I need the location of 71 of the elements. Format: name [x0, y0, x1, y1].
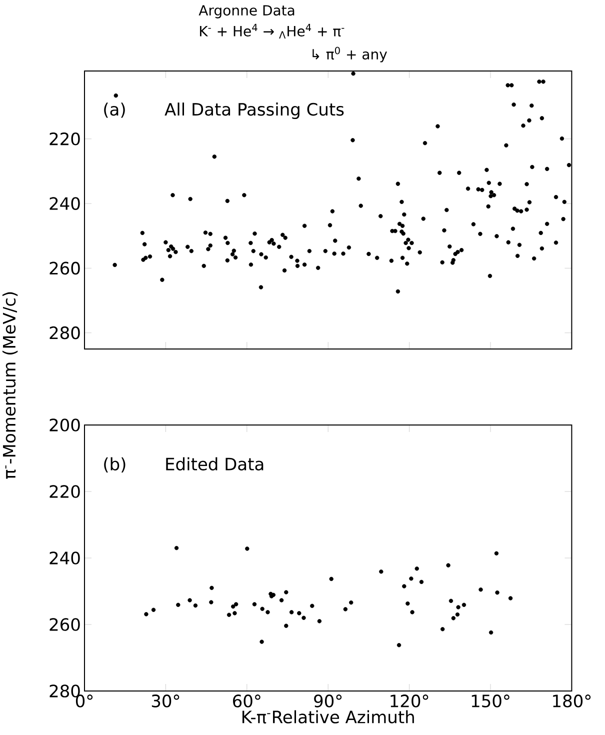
point: [234, 602, 238, 606]
point: [478, 587, 483, 592]
point: [446, 563, 450, 568]
point: [289, 610, 294, 614]
point: [414, 566, 419, 571]
point: [508, 596, 513, 600]
y-tick-label: 280: [50, 326, 80, 340]
annotation: (a): [104, 102, 125, 118]
x-axis-title: K-π$^{-}$Relative Azimuth: [242, 710, 414, 724]
y-tick-label: 240: [50, 197, 80, 210]
point: [310, 604, 314, 608]
x-tick-label: 180°: [553, 694, 591, 708]
point: [176, 602, 180, 607]
point: [297, 611, 302, 616]
y-tick-label: 200: [50, 418, 80, 432]
point: [284, 624, 288, 628]
point: [419, 580, 424, 584]
point: [451, 616, 456, 620]
y-tick-label: 240: [50, 552, 80, 564]
point: [448, 598, 454, 603]
point: [266, 610, 270, 614]
x-tick-label: 120°: [390, 694, 428, 708]
y-tick-label: 260: [50, 262, 80, 275]
y-tick-label: 220: [50, 132, 80, 146]
y-tick-label: 260: [50, 618, 80, 631]
point: [462, 602, 466, 607]
point: [402, 584, 406, 588]
point: [252, 602, 257, 606]
point: [329, 576, 334, 582]
x-tick-label: 150°: [472, 694, 510, 708]
point: [260, 606, 264, 611]
annotation: (b): [104, 457, 126, 472]
point: [230, 604, 236, 609]
text: K$^{-}$ + He$^{4}$ → $_{Λ}$He$^{4}$ + π$^{-}$: [200, 24, 344, 38]
point: [226, 612, 232, 617]
point: [144, 612, 148, 616]
point: [210, 586, 214, 590]
point: [396, 643, 402, 648]
point: [495, 590, 500, 595]
point: [279, 598, 284, 602]
annotation: Edited Data: [166, 457, 264, 470]
point: [245, 546, 250, 551]
point: [343, 607, 348, 612]
point: [284, 590, 288, 594]
point: [232, 611, 237, 616]
point: [406, 601, 410, 606]
point: [302, 616, 306, 620]
y-axis-title: π$^{-}$-Momentum (MeV/c): [2, 292, 18, 479]
point: [349, 600, 354, 605]
point: [410, 610, 414, 614]
x-tick-label: 90°: [314, 694, 342, 708]
point: [260, 640, 264, 644]
point: [151, 608, 156, 612]
point: [440, 627, 445, 632]
point: [494, 551, 499, 556]
point: [188, 598, 192, 602]
point: [193, 603, 198, 608]
point: [455, 612, 460, 617]
x-tick-label: 30°: [152, 694, 180, 708]
x-tick-label: 60°: [233, 694, 260, 708]
point: [379, 570, 384, 574]
point: [317, 619, 322, 624]
point: [456, 605, 460, 610]
annotation: All Data Passing Cuts: [164, 102, 344, 120]
point: [174, 546, 179, 550]
point: [488, 630, 494, 635]
point: [409, 576, 414, 581]
text: ↳ π$^{0}$ + any: [312, 46, 388, 62]
y-tick-label: 220: [50, 485, 80, 498]
chart-title: Argonne Data: [198, 5, 294, 18]
point: [209, 600, 214, 604]
